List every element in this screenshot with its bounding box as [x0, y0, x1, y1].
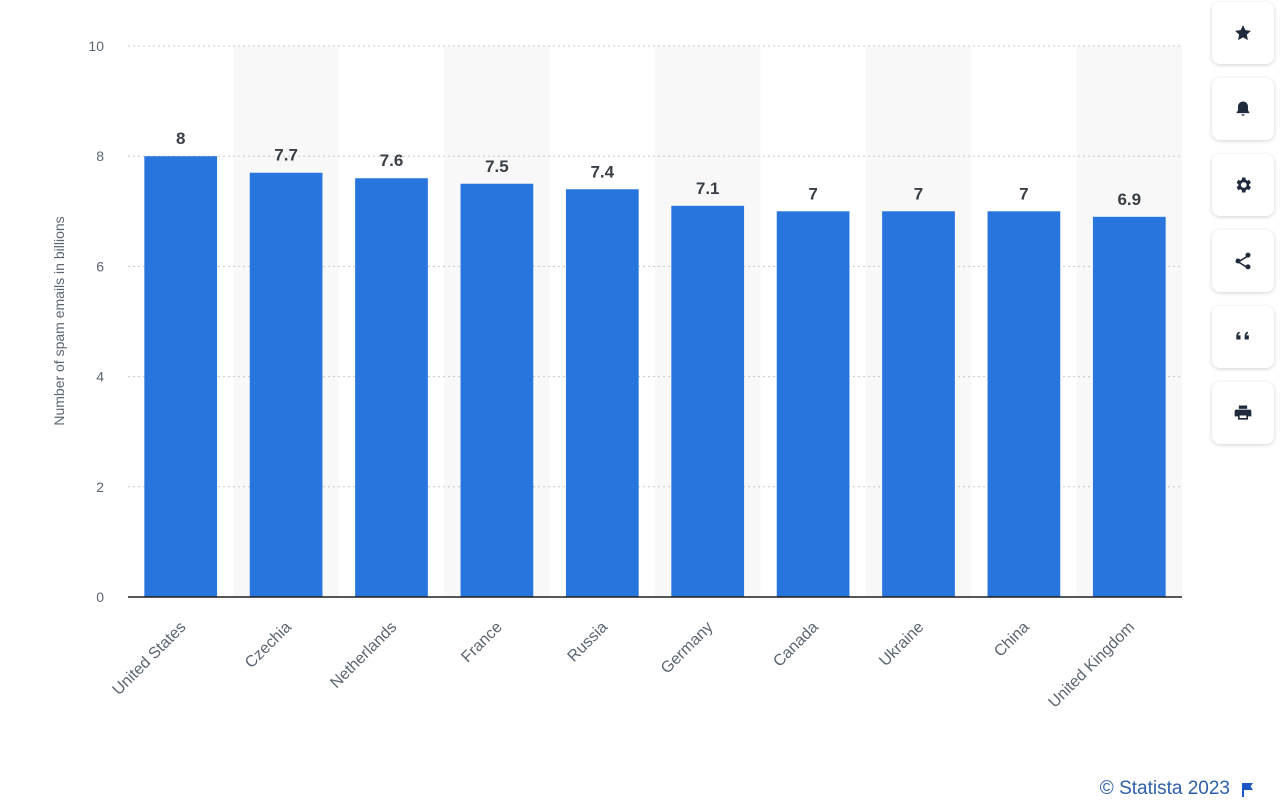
data-label: 7.4 — [590, 162, 614, 181]
bar — [882, 211, 955, 598]
bar — [776, 211, 850, 598]
data-label: 7.1 — [696, 179, 720, 198]
data-label: 7.5 — [485, 157, 509, 176]
gear-icon — [1233, 175, 1253, 195]
share-button[interactable] — [1212, 230, 1274, 292]
data-label: 7.7 — [274, 146, 298, 165]
printer-icon — [1233, 403, 1253, 423]
y-tick-label: 2 — [96, 479, 104, 495]
x-tick-label: Canada — [770, 619, 822, 671]
flag-icon[interactable] — [1241, 782, 1254, 798]
bar — [1092, 216, 1166, 597]
statista-credit[interactable]: © Statista 2023 — [1100, 778, 1230, 800]
data-label: 7 — [914, 184, 923, 203]
share-icon — [1233, 251, 1253, 271]
settings-button[interactable] — [1212, 154, 1274, 216]
x-tick-label: Germany — [658, 619, 717, 678]
data-label: 7 — [1019, 184, 1028, 203]
x-tick-label: Russia — [565, 619, 612, 666]
y-tick-label: 8 — [96, 148, 104, 164]
x-tick-label: Ukraine — [876, 619, 927, 670]
data-label: 7.6 — [380, 151, 404, 170]
y-tick-label: 0 — [96, 589, 104, 605]
bell-icon — [1233, 99, 1253, 119]
data-label: 6.9 — [1117, 190, 1141, 209]
bar — [249, 172, 323, 598]
bar — [355, 178, 428, 598]
bar — [987, 211, 1061, 598]
favorite-button[interactable] — [1212, 2, 1274, 64]
bar — [460, 183, 534, 597]
bar-chart: 0 2 4 6 8 10 8 United States 7.7 Czechia 7.6 Nether… — [51, 38, 1182, 712]
x-tick-label: China — [991, 619, 1033, 661]
x-tick-label: United States — [110, 619, 190, 699]
x-tick-label: France — [458, 619, 505, 666]
x-tick-label: Netherlands — [327, 619, 400, 692]
y-tick-label: 10 — [88, 38, 104, 54]
x-tick-label: United Kingdom — [1046, 619, 1139, 712]
data-label: 8 — [176, 129, 185, 148]
star-icon — [1233, 23, 1253, 43]
bar — [144, 156, 218, 597]
bar — [671, 205, 745, 598]
x-tick-label: Czechia — [242, 619, 295, 672]
data-label: 7 — [808, 184, 817, 203]
bar — [565, 189, 639, 597]
y-tick-label: 6 — [96, 258, 104, 274]
quote-icon — [1233, 327, 1253, 347]
y-tick-label: 4 — [96, 369, 104, 385]
y-axis-title: Number of spam emails in billions — [51, 216, 67, 426]
credit-text[interactable]: © Statista 2023 — [1099, 778, 1230, 799]
notification-button[interactable] — [1212, 78, 1274, 140]
print-button[interactable] — [1212, 382, 1274, 444]
cite-button[interactable] — [1212, 306, 1274, 368]
chart-canvas: 0 2 4 6 8 10 8 United States 7.7 Czechia 7.6 Nether… — [88, 38, 1182, 712]
